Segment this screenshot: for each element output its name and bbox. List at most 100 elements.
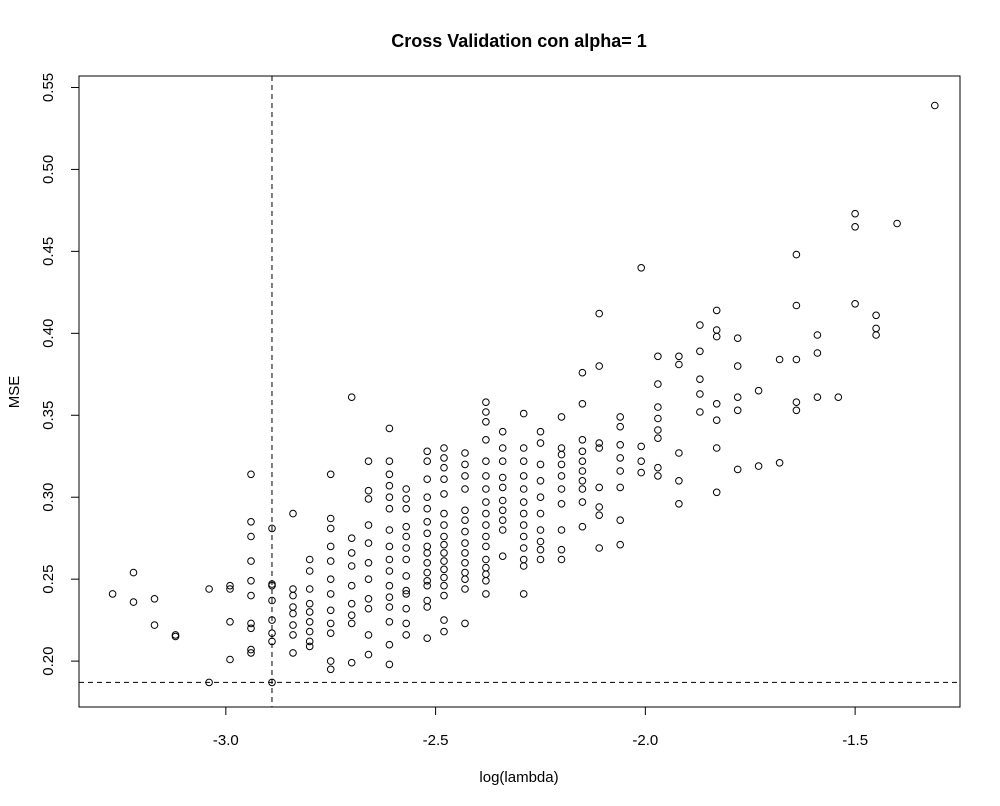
data-point [402, 485, 411, 493]
data-point [347, 658, 356, 667]
data-point [247, 591, 255, 600]
data-point [423, 549, 432, 557]
data-point [482, 570, 490, 579]
data-point [482, 563, 490, 572]
data-point [268, 524, 276, 533]
data-point [675, 477, 683, 485]
data-point [616, 441, 625, 449]
data-point [498, 526, 507, 534]
data-point [440, 454, 448, 462]
data-point [385, 504, 394, 513]
data-point [675, 500, 683, 508]
data-point [347, 599, 356, 608]
data-point [536, 439, 545, 447]
data-point [557, 485, 566, 493]
data-point [578, 498, 587, 506]
data-point [482, 436, 490, 444]
data-point [423, 493, 432, 502]
data-point [461, 449, 469, 457]
data-point [423, 603, 432, 611]
data-point [305, 608, 314, 616]
data-point [498, 552, 507, 561]
data-point [402, 555, 411, 564]
data-point [536, 526, 545, 534]
data-point [754, 462, 763, 470]
data-point [289, 649, 297, 657]
x-tick-label: -2.0 [632, 732, 658, 749]
x-tick-label: -1.5 [842, 732, 868, 749]
data-point [595, 362, 604, 370]
data-point [402, 572, 411, 580]
x-tick-label: -3.0 [213, 732, 239, 749]
data-point [696, 347, 704, 356]
data-point [519, 544, 528, 552]
data-point [557, 500, 566, 508]
x-tick-label: -2.5 [423, 732, 449, 749]
data-point [364, 631, 373, 639]
data-point [150, 621, 159, 629]
data-point [461, 506, 469, 515]
data-point [519, 509, 528, 518]
data-point [326, 557, 335, 565]
data-point [326, 470, 335, 479]
data-point [385, 593, 394, 602]
data-point [482, 509, 490, 518]
data-point [851, 209, 859, 218]
data-point [347, 581, 356, 590]
data-point [616, 454, 625, 462]
data-point [268, 596, 276, 605]
data-point [931, 101, 939, 110]
data-point [423, 581, 432, 590]
data-point [675, 449, 683, 457]
data-point [347, 534, 356, 543]
data-point [440, 573, 448, 582]
data-point [654, 434, 662, 443]
data-points [108, 101, 939, 687]
data-point [498, 516, 507, 525]
data-point [872, 324, 880, 333]
data-point [461, 460, 469, 469]
data-point [423, 447, 432, 456]
data-point [347, 562, 356, 570]
data-point [305, 642, 314, 651]
data-point [364, 521, 373, 529]
data-point [226, 618, 234, 626]
data-point [616, 540, 625, 549]
data-point [461, 585, 469, 593]
data-point [461, 559, 469, 567]
data-point [482, 542, 490, 551]
data-point [557, 526, 566, 534]
data-point [733, 406, 742, 415]
data-point [461, 539, 469, 547]
data-point [423, 634, 432, 643]
data-point [305, 599, 314, 608]
data-point [578, 400, 587, 408]
data-point [364, 457, 373, 466]
data-point [482, 521, 490, 529]
data-point [326, 606, 335, 615]
data-point [326, 590, 335, 598]
data-point [482, 472, 490, 480]
data-point [402, 495, 411, 503]
data-point [482, 498, 490, 506]
data-point [482, 418, 490, 426]
data-point [519, 532, 528, 541]
y-tick-label: 0.30 [40, 483, 57, 512]
data-point [792, 406, 801, 415]
data-point [364, 559, 373, 567]
data-point [461, 619, 469, 628]
data-point [498, 427, 507, 436]
data-point [675, 352, 683, 361]
data-point [595, 511, 604, 520]
data-point [482, 398, 490, 407]
data-point [519, 485, 528, 493]
data-point [364, 495, 373, 503]
data-point [712, 488, 721, 497]
y-tick-label: 0.45 [40, 237, 57, 266]
y-tick-label: 0.25 [40, 565, 57, 594]
data-point [654, 426, 662, 434]
data-point [813, 349, 822, 357]
data-point [364, 486, 373, 495]
data-point [851, 300, 859, 308]
